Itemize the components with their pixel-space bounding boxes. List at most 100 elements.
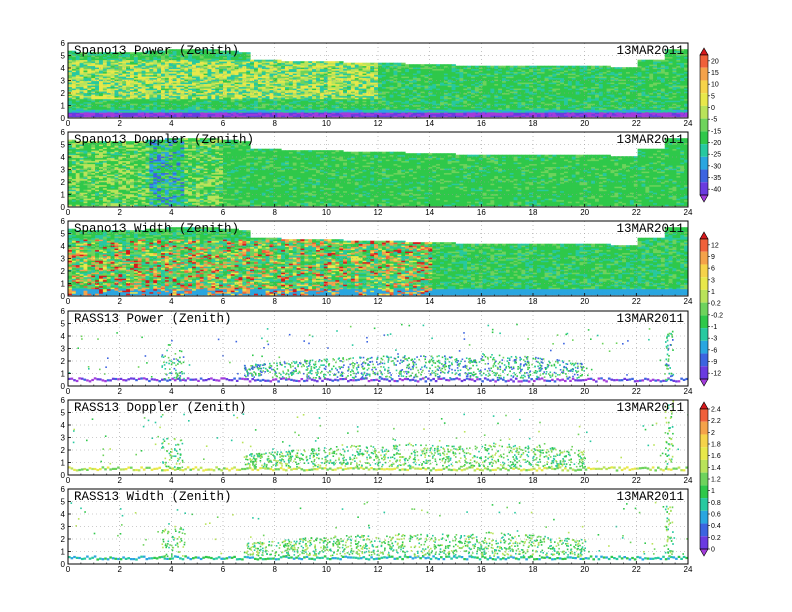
data-cell [560, 106, 565, 109]
data-cell [358, 94, 363, 97]
data-cell [567, 91, 573, 94]
data-cell [443, 110, 449, 113]
data-cell [79, 64, 84, 67]
data-cell [261, 71, 267, 74]
data-cell [265, 71, 270, 74]
data-cell [494, 94, 499, 97]
data-cell [459, 89, 464, 92]
data-cell [494, 100, 499, 103]
data-cell [176, 110, 181, 113]
data-cell [288, 79, 294, 82]
data-cell [226, 61, 232, 64]
data-cell [443, 106, 449, 109]
data-cell [161, 64, 166, 67]
data-cell [471, 88, 476, 91]
data-cell [556, 94, 561, 97]
data-cell [87, 77, 92, 80]
data-cell [114, 61, 119, 64]
data-cell [87, 95, 92, 98]
data-cell [308, 62, 313, 65]
data-cell [540, 110, 546, 113]
data-cell [505, 68, 511, 71]
data-cell [420, 77, 425, 80]
data-cell [292, 73, 298, 76]
data-cell [203, 59, 208, 62]
data-cell [114, 56, 119, 59]
data-cell [207, 62, 212, 65]
data-cell [195, 49, 201, 52]
data-cell [157, 109, 162, 112]
data-cell [505, 107, 511, 110]
data-cell [203, 115, 208, 118]
data-cell [509, 83, 514, 86]
data-cell [226, 76, 232, 79]
data-cell [432, 92, 437, 95]
data-cell [312, 115, 317, 118]
data-cell [281, 77, 286, 80]
data-cell [366, 94, 371, 97]
data-cell [471, 77, 476, 80]
data-cell [509, 97, 514, 100]
data-cell [451, 80, 456, 83]
data-cell [389, 80, 394, 83]
data-cell [405, 94, 410, 97]
data-cell [215, 79, 220, 82]
data-cell [459, 65, 464, 68]
data-cell [409, 67, 414, 70]
data-cell [347, 68, 352, 71]
data-cell [316, 70, 321, 73]
data-cell [168, 103, 174, 106]
data-cell [319, 104, 325, 107]
data-cell [230, 101, 236, 104]
data-cell [366, 89, 371, 92]
data-cell [374, 83, 379, 86]
data-cell [269, 76, 274, 79]
data-cell [153, 113, 158, 116]
data-cell [203, 65, 208, 68]
data-cell [126, 62, 131, 65]
data-cell [560, 67, 565, 70]
data-cell [211, 85, 216, 88]
data-cell [540, 80, 546, 83]
data-cell [242, 58, 247, 61]
data-cell [412, 85, 418, 88]
data-cell [68, 61, 73, 64]
data-cell [327, 101, 332, 104]
data-cell [87, 53, 92, 56]
data-cell [378, 71, 383, 74]
data-cell [416, 82, 422, 85]
data-cell [486, 82, 491, 85]
data-cell [296, 91, 301, 94]
data-cell [184, 109, 189, 112]
data-cell [544, 106, 549, 109]
data-cell [87, 113, 92, 116]
data-cell [273, 64, 278, 67]
data-cell [362, 68, 367, 71]
data-cell [242, 59, 247, 62]
data-cell [257, 98, 263, 101]
data-cell [440, 83, 445, 86]
data-cell [199, 80, 205, 83]
data-cell [509, 104, 514, 107]
data-cell [564, 76, 569, 79]
data-cell [161, 79, 166, 82]
data-cell [114, 76, 119, 79]
data-cell [517, 113, 522, 116]
data-cell [68, 100, 73, 103]
data-cell [374, 82, 379, 85]
data-cell [443, 88, 449, 91]
data-cell [219, 109, 224, 112]
data-cell [428, 70, 433, 73]
data-cell [68, 65, 73, 68]
data-cell [285, 115, 290, 118]
data-cell [401, 100, 406, 103]
data-cell [157, 58, 162, 61]
data-cell [521, 100, 526, 103]
data-cell [99, 55, 104, 58]
data-cell [130, 91, 135, 94]
data-cell [261, 61, 267, 64]
data-cell [412, 100, 418, 103]
data-cell [269, 64, 274, 67]
data-cell [234, 58, 239, 61]
data-cell [91, 91, 96, 94]
